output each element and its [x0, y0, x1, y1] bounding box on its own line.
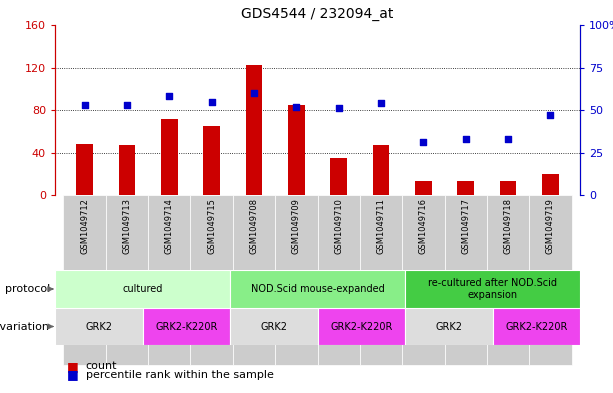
Bar [457, 181, 474, 195]
Bar [55, 270, 230, 308]
Bar [233, 195, 275, 365]
Bar [402, 195, 444, 365]
Bar [373, 145, 389, 195]
Point [376, 100, 386, 107]
Bar [161, 119, 178, 195]
Text: ■: ■ [67, 369, 79, 382]
Point [333, 105, 343, 112]
Text: percentile rank within the sample: percentile rank within the sample [86, 370, 273, 380]
Bar [405, 308, 492, 345]
Text: protocol: protocol [4, 284, 50, 294]
Title: GDS4544 / 232094_at: GDS4544 / 232094_at [242, 7, 394, 21]
Bar [444, 195, 487, 365]
Point [164, 93, 174, 99]
Bar [288, 105, 305, 195]
Text: GRK2: GRK2 [435, 321, 462, 332]
Point [122, 102, 132, 108]
Text: re-cultured after NOD.Scid
expansion: re-cultured after NOD.Scid expansion [428, 278, 557, 300]
Text: genotype/variation: genotype/variation [0, 321, 50, 332]
Bar [500, 181, 517, 195]
Bar [246, 65, 262, 195]
Bar [64, 195, 106, 365]
Text: cultured: cultured [123, 284, 162, 294]
Point [80, 102, 89, 108]
Point [419, 139, 428, 145]
Bar [106, 195, 148, 365]
Text: GRK2-K220R: GRK2-K220R [155, 321, 218, 332]
Point [291, 103, 301, 110]
Bar [330, 158, 347, 195]
Text: count: count [86, 361, 117, 371]
Bar [118, 145, 135, 195]
Bar [76, 144, 93, 195]
Bar [230, 308, 318, 345]
Text: NOD.Scid mouse-expanded: NOD.Scid mouse-expanded [251, 284, 384, 294]
Bar [142, 308, 230, 345]
Bar [405, 270, 580, 308]
Point [503, 136, 513, 142]
Bar [360, 195, 402, 365]
Point [207, 98, 216, 105]
Bar [275, 195, 318, 365]
Point [461, 136, 471, 142]
Point [249, 90, 259, 96]
Text: ■: ■ [67, 360, 79, 373]
Text: GRK2: GRK2 [261, 321, 287, 332]
Bar [191, 195, 233, 365]
Bar [487, 195, 529, 365]
Bar [318, 195, 360, 365]
Bar [542, 174, 559, 195]
Bar [529, 195, 571, 365]
Bar [492, 308, 580, 345]
Bar [230, 270, 405, 308]
Bar [415, 181, 432, 195]
Bar [203, 126, 220, 195]
Bar [148, 195, 191, 365]
Bar [318, 308, 405, 345]
Bar [55, 308, 142, 345]
Text: GRK2-K220R: GRK2-K220R [330, 321, 392, 332]
Text: GRK2-K220R: GRK2-K220R [505, 321, 568, 332]
Point [546, 112, 555, 118]
Text: GRK2: GRK2 [85, 321, 112, 332]
